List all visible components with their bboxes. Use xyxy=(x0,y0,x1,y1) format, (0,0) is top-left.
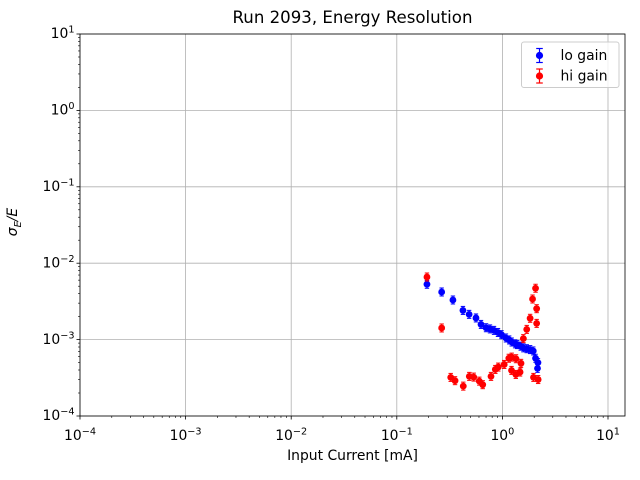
legend-entry-hi-gain: hi gain xyxy=(535,68,608,85)
y-axis-label-sigma: σ xyxy=(5,227,21,237)
data-point xyxy=(472,314,480,322)
data-point xyxy=(512,355,520,363)
y-axis-label-sub: E xyxy=(12,221,24,228)
data-point xyxy=(438,288,446,296)
data-point xyxy=(529,295,536,303)
data-point xyxy=(477,321,485,328)
tick-label: 10−3 xyxy=(170,427,202,445)
data-point xyxy=(449,296,457,304)
data-point xyxy=(451,377,459,385)
data-point xyxy=(519,335,527,343)
data-point xyxy=(534,364,541,372)
tick-label: 10−4 xyxy=(43,407,75,425)
tick-label: 100 xyxy=(490,427,514,445)
legend-label: hi gain xyxy=(561,69,608,85)
tick-label: 101 xyxy=(51,25,75,43)
data-point xyxy=(523,325,531,333)
series-lo-gain xyxy=(423,279,542,373)
data-point xyxy=(517,359,525,367)
legend-marker xyxy=(535,51,544,60)
data-point xyxy=(516,368,524,376)
series-hi-gain xyxy=(423,272,542,391)
x-axis-label: Input Current [mA] xyxy=(287,448,418,464)
data-point xyxy=(529,347,537,355)
data-point xyxy=(459,307,467,314)
data-point xyxy=(533,319,541,327)
data-point xyxy=(465,310,473,318)
y-axis-label: σE/E xyxy=(5,182,25,262)
legend: lo gain hi gain xyxy=(521,41,620,88)
tick-label: 10−1 xyxy=(43,178,75,196)
tick-marks xyxy=(76,33,609,420)
legend-box xyxy=(521,41,620,88)
data-point xyxy=(459,382,467,390)
data-point xyxy=(423,280,431,288)
legend-entry-lo-gain: lo gain xyxy=(535,47,608,64)
data-point xyxy=(423,273,431,281)
tick-label: 10−3 xyxy=(43,330,75,348)
data-point xyxy=(526,314,534,322)
data-point xyxy=(487,372,495,380)
data-point xyxy=(533,305,541,313)
y-axis-label-rest: /E xyxy=(5,207,21,222)
plot-border xyxy=(79,33,626,417)
y-tick-labels: 101 100 10−1 10−2 10−3 10−4 xyxy=(43,25,75,425)
tick-label: 10−4 xyxy=(64,427,96,445)
data-point xyxy=(470,373,478,381)
data-point xyxy=(479,381,487,389)
data-point xyxy=(438,324,446,332)
data-point xyxy=(494,363,502,371)
legend-marker xyxy=(535,72,544,80)
data-point xyxy=(500,361,508,368)
data-point xyxy=(534,376,542,383)
data-point xyxy=(532,284,539,292)
legend-label: lo gain xyxy=(561,48,608,64)
x-tick-labels: 10−4 10−3 10−2 10−1 100 101 xyxy=(64,427,620,445)
tick-label: 10−2 xyxy=(43,254,75,272)
tick-label: 10−1 xyxy=(381,427,413,445)
tick-label: 100 xyxy=(51,101,75,119)
tick-label: 10−2 xyxy=(275,427,307,445)
grid xyxy=(79,33,625,417)
chart-title: Run 2093, Energy Resolution xyxy=(232,8,473,27)
data-point xyxy=(508,367,515,374)
tick-label: 101 xyxy=(596,427,620,445)
